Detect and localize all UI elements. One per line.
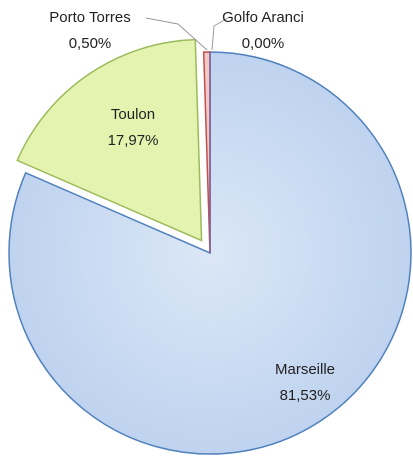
slice-value-label: 17,97% [108, 132, 159, 149]
slice-value-label: 0,00% [242, 35, 285, 52]
slice-value-label: 0,50% [69, 35, 112, 52]
slice-label: Golfo Aranci [222, 9, 304, 26]
slice-label: Marseille [275, 361, 335, 378]
leader-line [211, 17, 229, 51]
slice-value-label: 81,53% [280, 387, 331, 404]
pie-slice [202, 51, 211, 254]
slice-label: Toulon [111, 106, 155, 123]
pie-slice [16, 38, 203, 242]
slice-label: Porto Torres [49, 9, 130, 26]
leader-line [145, 17, 208, 51]
